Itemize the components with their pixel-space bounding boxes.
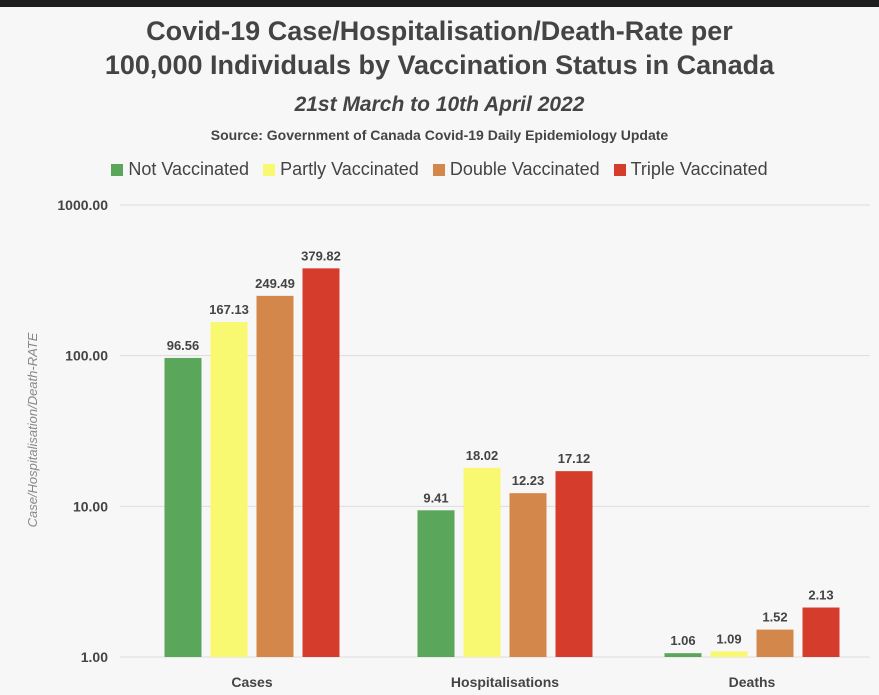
chart-source: Source: Government of Canada Covid-19 Da… bbox=[210, 127, 669, 143]
data-label: 1.09 bbox=[716, 631, 741, 646]
legend-swatch bbox=[613, 163, 626, 176]
data-label: 18.02 bbox=[466, 448, 499, 463]
y-axis-label: Case/Hospitalisation/Death-RATE bbox=[25, 332, 40, 527]
bar bbox=[555, 471, 593, 657]
data-label: 96.56 bbox=[167, 338, 200, 353]
legend-item-partly-vaccinated: Partly Vaccinated bbox=[263, 159, 419, 180]
legend-swatch bbox=[111, 163, 124, 176]
legend-label: Partly Vaccinated bbox=[280, 159, 419, 179]
bar bbox=[302, 268, 340, 657]
legend-item-triple-vaccinated: Triple Vaccinated bbox=[613, 159, 768, 180]
bar bbox=[256, 295, 294, 657]
legend-label: Triple Vaccinated bbox=[630, 159, 768, 179]
legend-item-not-vaccinated: Not Vaccinated bbox=[111, 159, 249, 180]
chart-title: Covid-19 Case/Hospitalisation/Death-Rate… bbox=[0, 14, 879, 82]
legend-item-double-vaccinated: Double Vaccinated bbox=[432, 159, 600, 180]
bar bbox=[210, 322, 248, 657]
bar bbox=[509, 493, 547, 657]
chart-title-line-2: 100,000 Individuals by Vaccination Statu… bbox=[104, 50, 775, 80]
top-border bbox=[0, 0, 879, 7]
data-label: 1.52 bbox=[762, 610, 787, 625]
x-category-label: Hospitalisations bbox=[451, 674, 559, 690]
data-label: 167.13 bbox=[209, 302, 249, 317]
bar bbox=[710, 651, 748, 657]
data-label: 249.49 bbox=[255, 276, 295, 291]
bar bbox=[756, 629, 794, 657]
y-tick-label: 1000.00 bbox=[57, 197, 108, 213]
bar bbox=[463, 467, 501, 657]
data-label: 17.12 bbox=[558, 451, 591, 466]
data-label: 12.23 bbox=[512, 473, 545, 488]
bar bbox=[417, 510, 455, 657]
chart-title-line-1: Covid-19 Case/Hospitalisation/Death-Rate… bbox=[146, 16, 733, 46]
y-tick-label: 100.00 bbox=[65, 348, 108, 364]
chart-legend: Not Vaccinated Partly Vaccinated Double … bbox=[0, 159, 879, 180]
legend-swatch bbox=[432, 163, 445, 176]
chart-subtitle: 21st March to 10th April 2022 bbox=[294, 93, 585, 116]
y-tick-label: 10.00 bbox=[73, 498, 108, 514]
y-tick-label: 1.00 bbox=[81, 649, 108, 665]
data-label: 379.82 bbox=[301, 248, 341, 263]
x-category-label: Deaths bbox=[729, 674, 776, 690]
legend-label: Not Vaccinated bbox=[128, 159, 250, 179]
data-label: 2.13 bbox=[808, 588, 833, 603]
bar bbox=[164, 357, 202, 657]
data-label: 1.06 bbox=[670, 633, 695, 648]
bar bbox=[664, 653, 702, 657]
legend-label: Double Vaccinated bbox=[449, 159, 600, 179]
legend-swatch bbox=[263, 163, 276, 176]
x-category-label: Cases bbox=[231, 674, 272, 690]
bar bbox=[802, 607, 840, 657]
data-label: 9.41 bbox=[423, 490, 448, 505]
